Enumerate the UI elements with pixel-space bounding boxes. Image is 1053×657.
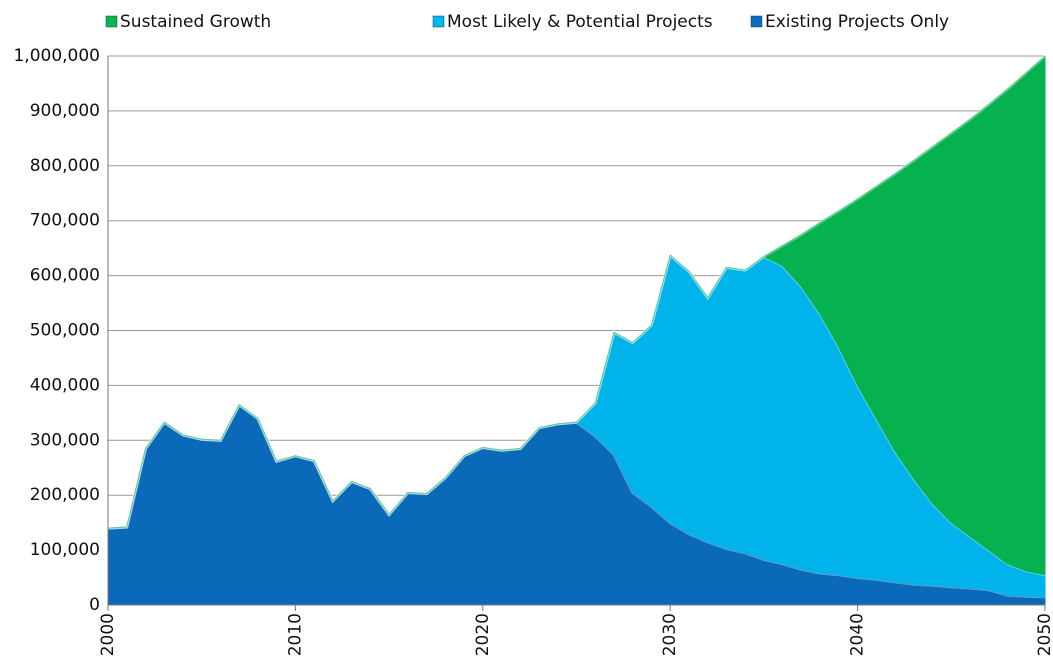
- y-tick-label: 400,000: [30, 375, 100, 395]
- x-tick-label: 2030: [660, 613, 680, 656]
- y-tick-label: 100,000: [30, 540, 100, 560]
- x-tick-label: 2000: [98, 613, 118, 656]
- y-tick-label: 500,000: [30, 321, 100, 341]
- y-tick-label: 700,000: [30, 211, 100, 231]
- y-tick-label: 600,000: [30, 266, 100, 286]
- x-tick-label: 2050: [1035, 613, 1053, 656]
- y-tick-label: 0: [89, 595, 100, 615]
- y-tick-label: 900,000: [30, 101, 100, 121]
- y-tick-label: 200,000: [30, 485, 100, 505]
- x-tick-label: 2010: [285, 613, 305, 656]
- y-tick-label: 800,000: [30, 156, 100, 176]
- legend-label: Existing Projects Only: [765, 12, 949, 32]
- y-tick-label: 300,000: [30, 430, 100, 450]
- legend-label: Most Likely & Potential Projects: [447, 12, 713, 32]
- legend-swatch: [105, 15, 118, 28]
- legend-label: Sustained Growth: [120, 12, 271, 32]
- x-tick-label: 2020: [473, 613, 493, 656]
- x-tick-label: 2040: [848, 613, 868, 656]
- y-tick-label: 1,000,000: [13, 46, 100, 66]
- area-edge: [107, 54, 1046, 530]
- legend-swatch: [750, 15, 763, 28]
- area: [107, 55, 1046, 576]
- legend-swatch: [432, 15, 445, 28]
